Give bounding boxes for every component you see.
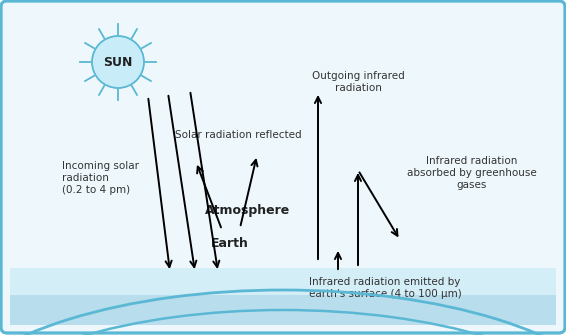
- Text: Incoming solar
radiation
(0.2 to 4 pm): Incoming solar radiation (0.2 to 4 pm): [62, 161, 139, 195]
- Text: Solar radiation reflected: Solar radiation reflected: [175, 130, 301, 140]
- Text: Infrared radiation emitted by
earth's surface (4 to 100 μm): Infrared radiation emitted by earth's su…: [308, 277, 461, 299]
- Bar: [10, 268, 556, 323]
- Text: Outgoing infrared
radiation: Outgoing infrared radiation: [312, 71, 404, 93]
- Bar: [10, 295, 556, 325]
- Text: SUN: SUN: [104, 56, 132, 68]
- Text: Earth: Earth: [211, 237, 249, 250]
- Text: Atmosphere: Atmosphere: [205, 203, 290, 216]
- Bar: [10, 10, 556, 270]
- Text: Infrared radiation
absorbed by greenhouse
gases: Infrared radiation absorbed by greenhous…: [407, 156, 537, 190]
- Circle shape: [92, 36, 144, 88]
